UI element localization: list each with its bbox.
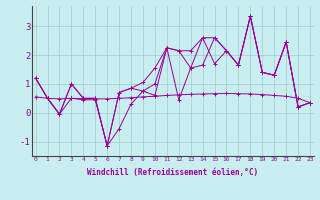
X-axis label: Windchill (Refroidissement éolien,°C): Windchill (Refroidissement éolien,°C) [87, 168, 258, 177]
